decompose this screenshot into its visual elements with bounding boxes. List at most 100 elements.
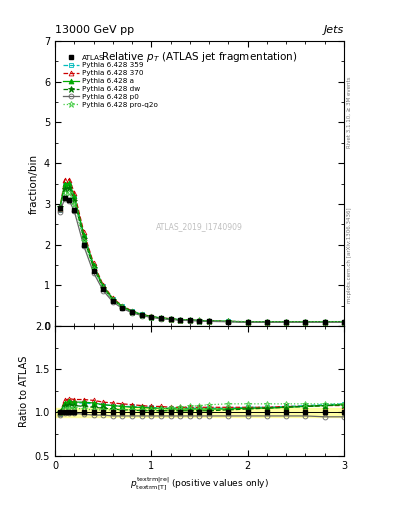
Pythia 6.428 pro-q2o bbox=[226, 318, 231, 324]
Pythia 6.428 p0 bbox=[110, 299, 115, 305]
Pythia 6.428 p0 bbox=[101, 287, 105, 293]
Line: Pythia 6.428 a: Pythia 6.428 a bbox=[57, 181, 346, 324]
Pythia 6.428 370 bbox=[149, 313, 154, 319]
Legend: ATLAS, Pythia 6.428 359, Pythia 6.428 370, Pythia 6.428 a, Pythia 6.428 dw, Pyth: ATLAS, Pythia 6.428 359, Pythia 6.428 37… bbox=[62, 53, 159, 109]
Pythia 6.428 dw bbox=[226, 318, 231, 325]
Pythia 6.428 a bbox=[67, 180, 72, 186]
Text: mcplots.cern.ch [arXiv:1306.3436]: mcplots.cern.ch [arXiv:1306.3436] bbox=[347, 207, 352, 303]
Pythia 6.428 370 bbox=[284, 318, 288, 325]
Pythia 6.428 a bbox=[140, 311, 144, 317]
Pythia 6.428 pro-q2o bbox=[264, 318, 269, 325]
Pythia 6.428 370 bbox=[120, 303, 125, 309]
Pythia 6.428 dw bbox=[101, 285, 105, 291]
Pythia 6.428 370 bbox=[342, 318, 346, 325]
Pythia 6.428 dw bbox=[197, 317, 202, 324]
Pythia 6.428 370 bbox=[72, 189, 77, 196]
Line: Pythia 6.428 359: Pythia 6.428 359 bbox=[57, 182, 346, 324]
Pythia 6.428 359 bbox=[322, 318, 327, 325]
Pythia 6.428 p0 bbox=[207, 318, 211, 325]
Pythia 6.428 370 bbox=[207, 318, 211, 324]
Pythia 6.428 dw bbox=[62, 186, 67, 192]
Pythia 6.428 370 bbox=[67, 177, 72, 183]
Pythia 6.428 dw bbox=[187, 317, 192, 324]
Pythia 6.428 359 bbox=[284, 318, 288, 325]
Pythia 6.428 359 bbox=[110, 296, 115, 302]
Pythia 6.428 pro-q2o bbox=[110, 297, 115, 303]
Pythia 6.428 pro-q2o bbox=[82, 238, 86, 244]
Pythia 6.428 p0 bbox=[130, 310, 134, 316]
Pythia 6.428 359 bbox=[303, 318, 308, 325]
Pythia 6.428 359 bbox=[264, 318, 269, 325]
Pythia 6.428 dw bbox=[149, 314, 154, 320]
Pythia 6.428 p0 bbox=[82, 243, 86, 249]
Pythia 6.428 pro-q2o bbox=[149, 314, 154, 320]
Text: ATLAS_2019_I1740909: ATLAS_2019_I1740909 bbox=[156, 222, 243, 231]
Pythia 6.428 a bbox=[57, 205, 62, 211]
Pythia 6.428 pro-q2o bbox=[101, 285, 105, 291]
Pythia 6.428 p0 bbox=[187, 317, 192, 324]
Pythia 6.428 370 bbox=[197, 317, 202, 324]
Pythia 6.428 pro-q2o bbox=[303, 318, 308, 325]
Pythia 6.428 359 bbox=[62, 182, 67, 188]
Pythia 6.428 dw bbox=[57, 204, 62, 210]
Pythia 6.428 dw bbox=[168, 316, 173, 322]
Pythia 6.428 a bbox=[130, 308, 134, 314]
Pythia 6.428 pro-q2o bbox=[140, 312, 144, 318]
Pythia 6.428 a bbox=[82, 232, 86, 238]
Pythia 6.428 370 bbox=[187, 317, 192, 323]
Pythia 6.428 a bbox=[187, 317, 192, 323]
Pythia 6.428 a bbox=[264, 319, 269, 325]
Pythia 6.428 p0 bbox=[72, 208, 77, 214]
Line: Pythia 6.428 pro-q2o: Pythia 6.428 pro-q2o bbox=[56, 189, 347, 325]
Pythia 6.428 370 bbox=[57, 206, 62, 212]
Pythia 6.428 dw bbox=[342, 318, 346, 325]
Text: Relative $p_T$ (ATLAS jet fragmentation): Relative $p_T$ (ATLAS jet fragmentation) bbox=[101, 50, 298, 63]
Pythia 6.428 359 bbox=[168, 316, 173, 322]
Pythia 6.428 dw bbox=[303, 318, 308, 325]
Pythia 6.428 dw bbox=[91, 265, 96, 271]
Pythia 6.428 p0 bbox=[57, 208, 62, 215]
Pythia 6.428 359 bbox=[140, 311, 144, 317]
Line: Pythia 6.428 370: Pythia 6.428 370 bbox=[57, 177, 346, 324]
Text: Jets: Jets bbox=[323, 25, 344, 35]
Pythia 6.428 dw bbox=[245, 319, 250, 325]
Line: Pythia 6.428 dw: Pythia 6.428 dw bbox=[56, 185, 347, 325]
Pythia 6.428 p0 bbox=[67, 198, 72, 204]
Pythia 6.428 359 bbox=[207, 318, 211, 324]
Pythia 6.428 pro-q2o bbox=[245, 318, 250, 325]
Bar bbox=[55, 408, 344, 417]
Pythia 6.428 359 bbox=[178, 316, 183, 323]
Pythia 6.428 370 bbox=[168, 316, 173, 322]
Line: Pythia 6.428 p0: Pythia 6.428 p0 bbox=[57, 197, 346, 325]
Pythia 6.428 a bbox=[197, 317, 202, 324]
Pythia 6.428 359 bbox=[101, 283, 105, 289]
Pythia 6.428 370 bbox=[130, 308, 134, 314]
Pythia 6.428 p0 bbox=[284, 319, 288, 325]
Pythia 6.428 370 bbox=[62, 177, 67, 183]
Pythia 6.428 dw bbox=[72, 198, 77, 204]
Pythia 6.428 359 bbox=[91, 263, 96, 269]
Pythia 6.428 a bbox=[322, 318, 327, 325]
Pythia 6.428 pro-q2o bbox=[159, 315, 163, 321]
Pythia 6.428 p0 bbox=[140, 312, 144, 318]
Pythia 6.428 370 bbox=[178, 316, 183, 323]
Pythia 6.428 359 bbox=[159, 315, 163, 321]
Pythia 6.428 dw bbox=[264, 319, 269, 325]
Pythia 6.428 359 bbox=[130, 308, 134, 314]
Pythia 6.428 a bbox=[226, 318, 231, 325]
Pythia 6.428 pro-q2o bbox=[197, 317, 202, 324]
Pythia 6.428 p0 bbox=[120, 306, 125, 312]
Pythia 6.428 a bbox=[245, 319, 250, 325]
Pythia 6.428 pro-q2o bbox=[120, 304, 125, 310]
Pythia 6.428 pro-q2o bbox=[72, 201, 77, 207]
Pythia 6.428 359 bbox=[187, 317, 192, 323]
Pythia 6.428 pro-q2o bbox=[178, 316, 183, 323]
Pythia 6.428 a bbox=[178, 316, 183, 323]
Pythia 6.428 p0 bbox=[178, 317, 183, 323]
Pythia 6.428 a bbox=[207, 318, 211, 324]
Pythia 6.428 a bbox=[101, 283, 105, 289]
Pythia 6.428 a bbox=[303, 318, 308, 325]
Pythia 6.428 dw bbox=[159, 315, 163, 321]
Pythia 6.428 pro-q2o bbox=[322, 318, 327, 325]
Pythia 6.428 370 bbox=[140, 311, 144, 317]
